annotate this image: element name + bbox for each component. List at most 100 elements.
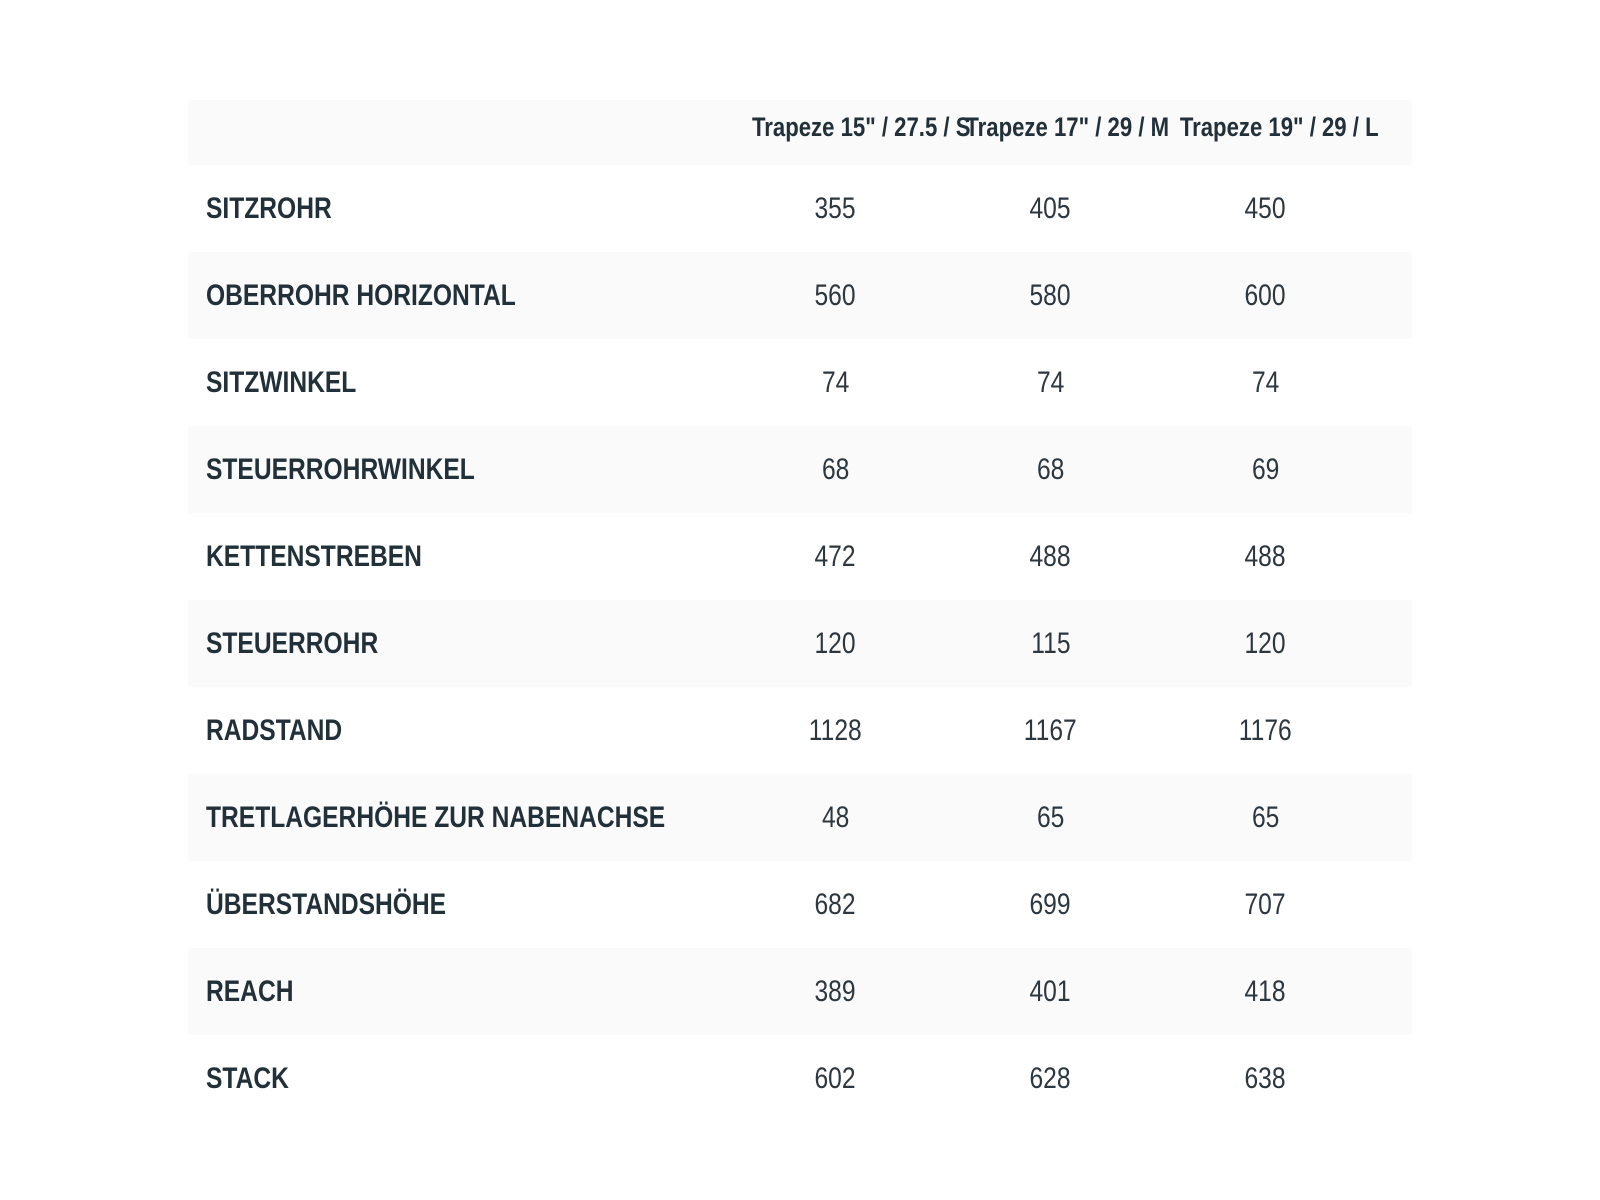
spec-label-text: KETTENSTREBEN bbox=[206, 539, 422, 573]
spec-value: 638 bbox=[1158, 1035, 1373, 1122]
table-row: STEUERROHRWINKEL 68 68 69 bbox=[188, 426, 1412, 513]
table-row: KETTENSTREBEN 472 488 488 bbox=[188, 513, 1412, 600]
spec-label-text: REACH bbox=[206, 974, 294, 1008]
spec-value: 488 bbox=[1158, 513, 1373, 600]
spec-value-text: 355 bbox=[814, 191, 857, 225]
spacer-cell bbox=[1373, 861, 1412, 948]
spec-label-text: RADSTAND bbox=[206, 713, 343, 747]
spec-label-text: SITZWINKEL bbox=[206, 365, 357, 399]
spec-value-text: 68 bbox=[821, 452, 850, 486]
spec-value: 115 bbox=[943, 600, 1158, 687]
spec-value: 682 bbox=[728, 861, 943, 948]
column-header-text: Trapeze 17" / 29 / M bbox=[965, 112, 1170, 142]
spec-value: 1176 bbox=[1158, 687, 1373, 774]
spec-value: 68 bbox=[728, 426, 943, 513]
spacer-cell bbox=[1373, 100, 1412, 165]
spec-value: 120 bbox=[1158, 600, 1373, 687]
spec-label-text: STEUERROHR bbox=[206, 626, 379, 660]
spacer-cell bbox=[1373, 165, 1412, 252]
spec-value-text: 600 bbox=[1244, 278, 1287, 312]
spacer-cell bbox=[1373, 687, 1412, 774]
spacer-cell bbox=[1373, 948, 1412, 1035]
spec-value-text: 628 bbox=[1029, 1061, 1072, 1095]
column-header-size-s: Trapeze 15" / 27.5 / S bbox=[728, 100, 971, 165]
spec-label: RADSTAND bbox=[188, 687, 728, 774]
table-row: RADSTAND 1128 1167 1176 bbox=[188, 687, 1412, 774]
spec-value: 74 bbox=[943, 339, 1158, 426]
spec-value-text: 1128 bbox=[809, 713, 862, 747]
spec-label: STEUERROHR bbox=[188, 600, 728, 687]
spec-value: 401 bbox=[943, 948, 1158, 1035]
spec-value-text: 65 bbox=[1036, 800, 1065, 834]
spec-value-text: 699 bbox=[1029, 887, 1072, 921]
spec-value-text: 707 bbox=[1244, 887, 1287, 921]
spec-label-text: STACK bbox=[206, 1061, 289, 1095]
spec-value-text: 472 bbox=[814, 539, 857, 573]
column-header-size-m: Trapeze 17" / 29 / M bbox=[943, 100, 1169, 165]
spec-value-text: 488 bbox=[1029, 539, 1072, 573]
spec-label-text: OBERROHR HORIZONTAL bbox=[206, 278, 516, 312]
spec-value-text: 74 bbox=[821, 365, 850, 399]
spec-value-text: 560 bbox=[814, 278, 857, 312]
spec-value-text: 580 bbox=[1029, 278, 1072, 312]
spec-value: 48 bbox=[728, 774, 943, 861]
spec-value: 602 bbox=[728, 1035, 943, 1122]
spec-value: 74 bbox=[728, 339, 943, 426]
spec-value-text: 389 bbox=[814, 974, 857, 1008]
spec-value-text: 418 bbox=[1244, 974, 1287, 1008]
spec-label: ÜBERSTANDSHÖHE bbox=[188, 861, 728, 948]
spec-label: STEUERROHRWINKEL bbox=[188, 426, 728, 513]
spec-value: 65 bbox=[943, 774, 1158, 861]
spec-label: SITZWINKEL bbox=[188, 339, 728, 426]
spec-value: 560 bbox=[728, 252, 943, 339]
spec-value: 418 bbox=[1158, 948, 1373, 1035]
table-row: SITZROHR 355 405 450 bbox=[188, 165, 1412, 252]
spec-value-text: 120 bbox=[814, 626, 857, 660]
spacer-cell bbox=[1373, 339, 1412, 426]
spec-value: 628 bbox=[943, 1035, 1158, 1122]
table-row: TRETLAGERHÖHE ZUR NABENACHSE 48 65 65 bbox=[188, 774, 1412, 861]
spec-value: 389 bbox=[728, 948, 943, 1035]
spec-value-text: 401 bbox=[1029, 974, 1072, 1008]
spec-value: 600 bbox=[1158, 252, 1373, 339]
spec-value: 405 bbox=[943, 165, 1158, 252]
spec-value: 699 bbox=[943, 861, 1158, 948]
spec-value-text: 69 bbox=[1251, 452, 1280, 486]
spec-label-text: TRETLAGERHÖHE ZUR NABENACHSE bbox=[206, 800, 666, 834]
spec-value: 69 bbox=[1158, 426, 1373, 513]
spec-label-text: SITZROHR bbox=[206, 191, 332, 225]
spec-value: 74 bbox=[1158, 339, 1373, 426]
table-row: SITZWINKEL 74 74 74 bbox=[188, 339, 1412, 426]
table-row: STACK 602 628 638 bbox=[188, 1035, 1412, 1122]
spec-label: REACH bbox=[188, 948, 728, 1035]
spec-value-text: 48 bbox=[821, 800, 850, 834]
spec-value: 65 bbox=[1158, 774, 1373, 861]
spec-value: 488 bbox=[943, 513, 1158, 600]
spacer-cell bbox=[1373, 426, 1412, 513]
spec-label-text: STEUERROHRWINKEL bbox=[206, 452, 475, 486]
table-row: REACH 389 401 418 bbox=[188, 948, 1412, 1035]
spec-value: 355 bbox=[728, 165, 943, 252]
spec-value-text: 74 bbox=[1036, 365, 1065, 399]
spec-value-text: 405 bbox=[1029, 191, 1072, 225]
spec-value-text: 602 bbox=[814, 1061, 857, 1095]
spec-value: 450 bbox=[1158, 165, 1373, 252]
spec-value-text: 74 bbox=[1251, 365, 1280, 399]
spec-label: TRETLAGERHÖHE ZUR NABENACHSE bbox=[188, 774, 728, 861]
spec-label: OBERROHR HORIZONTAL bbox=[188, 252, 728, 339]
spec-label-text: ÜBERSTANDSHÖHE bbox=[206, 887, 447, 921]
spec-value-text: 120 bbox=[1244, 626, 1287, 660]
spec-label: SITZROHR bbox=[188, 165, 728, 252]
spec-value: 68 bbox=[943, 426, 1158, 513]
spacer-cell bbox=[1373, 774, 1412, 861]
geometry-table: Trapeze 15" / 27.5 / S Trapeze 17" / 29 … bbox=[188, 100, 1412, 1122]
table-row: STEUERROHR 120 115 120 bbox=[188, 600, 1412, 687]
spec-value: 1167 bbox=[943, 687, 1158, 774]
header-row: Trapeze 15" / 27.5 / S Trapeze 17" / 29 … bbox=[188, 100, 1412, 165]
spec-value-text: 1176 bbox=[1239, 713, 1292, 747]
spacer-cell bbox=[1373, 252, 1412, 339]
table-row: OBERROHR HORIZONTAL 560 580 600 bbox=[188, 252, 1412, 339]
column-header-text: Trapeze 19" / 29 / L bbox=[1179, 112, 1379, 142]
geometry-table-section: Trapeze 15" / 27.5 / S Trapeze 17" / 29 … bbox=[188, 100, 1412, 1122]
